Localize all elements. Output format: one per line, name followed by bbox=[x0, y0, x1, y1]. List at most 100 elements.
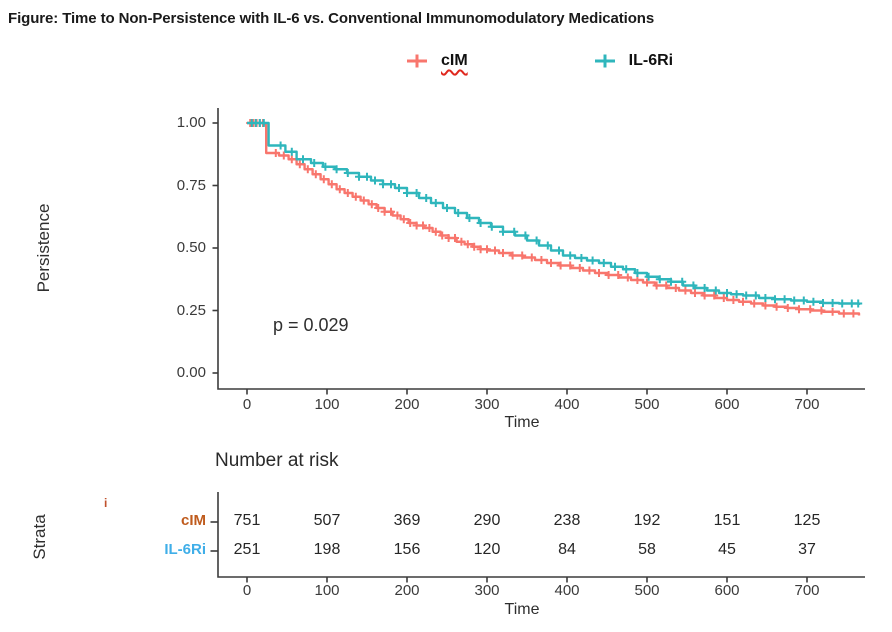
censor-mark bbox=[622, 265, 631, 274]
censor-mark bbox=[772, 302, 781, 311]
y-tick-label: 1.00 bbox=[176, 114, 206, 131]
censor-mark bbox=[854, 299, 863, 308]
censor-mark bbox=[623, 273, 632, 282]
censor-mark bbox=[771, 295, 779, 304]
censor-mark bbox=[355, 172, 363, 181]
risk-value: 251 bbox=[233, 541, 261, 558]
censor-mark bbox=[633, 276, 642, 284]
censor-mark bbox=[287, 147, 296, 156]
censor-mark bbox=[809, 297, 818, 306]
risk-table-header: Number at risk bbox=[215, 450, 339, 471]
x-tick-label: 200 bbox=[394, 396, 420, 413]
censor-mark bbox=[783, 304, 792, 312]
censor-mark bbox=[476, 219, 485, 227]
km-curve-il6ri bbox=[247, 121, 861, 305]
x-tick-label: 400 bbox=[554, 396, 580, 413]
risk-x-tick-label: 700 bbox=[794, 582, 820, 599]
censor-mark bbox=[599, 259, 608, 267]
censor-mark bbox=[412, 189, 421, 197]
censor-mark bbox=[425, 224, 434, 232]
censor-mark bbox=[652, 281, 661, 290]
censor-mark bbox=[311, 170, 320, 179]
censor-mark bbox=[838, 299, 847, 308]
censor-mark bbox=[335, 185, 344, 194]
censor-mark bbox=[295, 160, 304, 169]
censor-mark bbox=[537, 256, 546, 264]
censor-mark bbox=[431, 199, 440, 207]
strata-axis-title: Strata bbox=[30, 514, 49, 560]
censor-mark bbox=[633, 269, 642, 277]
censor-mark bbox=[419, 221, 427, 230]
censor-mark bbox=[780, 295, 789, 304]
x-tick-label: 300 bbox=[474, 396, 500, 413]
risk-value: 151 bbox=[713, 512, 741, 529]
censor-mark bbox=[422, 194, 431, 202]
censor-mark bbox=[839, 309, 848, 318]
censor-mark bbox=[310, 159, 319, 167]
censor-mark bbox=[395, 184, 403, 192]
censor-mark bbox=[667, 277, 675, 286]
censor-mark bbox=[723, 289, 731, 297]
censor-mark bbox=[521, 231, 530, 240]
risk-value: 120 bbox=[473, 541, 501, 558]
censor-mark bbox=[332, 165, 341, 174]
censor-mark bbox=[828, 299, 837, 307]
censor-mark bbox=[287, 155, 296, 164]
risk-row-label: IL-6Ri bbox=[164, 541, 206, 558]
censor-mark bbox=[643, 278, 651, 287]
censor-mark bbox=[393, 211, 402, 220]
censor-mark bbox=[499, 227, 507, 236]
risk-value: 192 bbox=[633, 512, 661, 529]
censor-mark bbox=[742, 291, 751, 300]
censor-mark bbox=[585, 266, 594, 275]
risk-x-tick-label: 300 bbox=[474, 582, 500, 599]
censor-mark bbox=[379, 180, 387, 189]
risk-value: 507 bbox=[313, 512, 341, 529]
censor-mark bbox=[817, 306, 826, 315]
censor-mark bbox=[671, 284, 680, 292]
x-tick-label: 500 bbox=[634, 396, 660, 413]
censor-mark bbox=[662, 281, 671, 290]
x-tick-label: 0 bbox=[242, 396, 252, 413]
risk-value: 84 bbox=[558, 541, 576, 558]
censor-mark bbox=[271, 149, 280, 157]
censor-mark bbox=[750, 299, 759, 308]
censor-mark bbox=[655, 275, 664, 284]
censor-mark bbox=[604, 271, 613, 279]
censor-mark bbox=[371, 176, 379, 185]
legend-item-cim: cIM bbox=[406, 52, 468, 70]
censor-mark bbox=[828, 307, 837, 316]
censor-mark bbox=[711, 286, 720, 295]
figure-title: Figure: Time to Non-Persistence with IL-… bbox=[8, 10, 655, 27]
x-axis-title-risk: Time bbox=[504, 601, 540, 618]
censor-mark bbox=[363, 172, 371, 181]
censor-mark bbox=[457, 237, 466, 246]
risk-value: 156 bbox=[393, 541, 421, 558]
risk-x-tick-label: 100 bbox=[314, 582, 340, 599]
censor-mark bbox=[732, 290, 741, 299]
risk-x-tick-label: 200 bbox=[394, 582, 420, 599]
censor-mark bbox=[761, 301, 770, 310]
x-axis-title-main: Time bbox=[504, 414, 540, 431]
censor-mark bbox=[588, 256, 597, 265]
risk-value: 45 bbox=[718, 541, 736, 558]
censor-mark bbox=[299, 155, 307, 164]
censor-mark bbox=[303, 165, 312, 174]
censor-mark bbox=[751, 291, 760, 300]
censor-mark bbox=[387, 180, 395, 189]
plot-legend: cIM IL-6Ri bbox=[406, 52, 673, 70]
risk-value: 37 bbox=[798, 541, 816, 558]
censor-mark bbox=[343, 189, 352, 197]
censor-mark bbox=[577, 254, 586, 262]
censor-mark bbox=[700, 291, 709, 300]
censor-mark bbox=[555, 246, 563, 255]
risk-x-tick-label: 0 bbox=[242, 582, 252, 599]
y-axis-title: Persistence bbox=[34, 203, 53, 293]
censor-mark bbox=[438, 231, 447, 240]
risk-value: 58 bbox=[638, 541, 656, 558]
y-tick-label: 0.50 bbox=[176, 239, 206, 256]
y-tick-label: 0.00 bbox=[176, 364, 206, 381]
censor-mark bbox=[611, 262, 619, 271]
y-tick-label: 0.75 bbox=[176, 176, 206, 194]
